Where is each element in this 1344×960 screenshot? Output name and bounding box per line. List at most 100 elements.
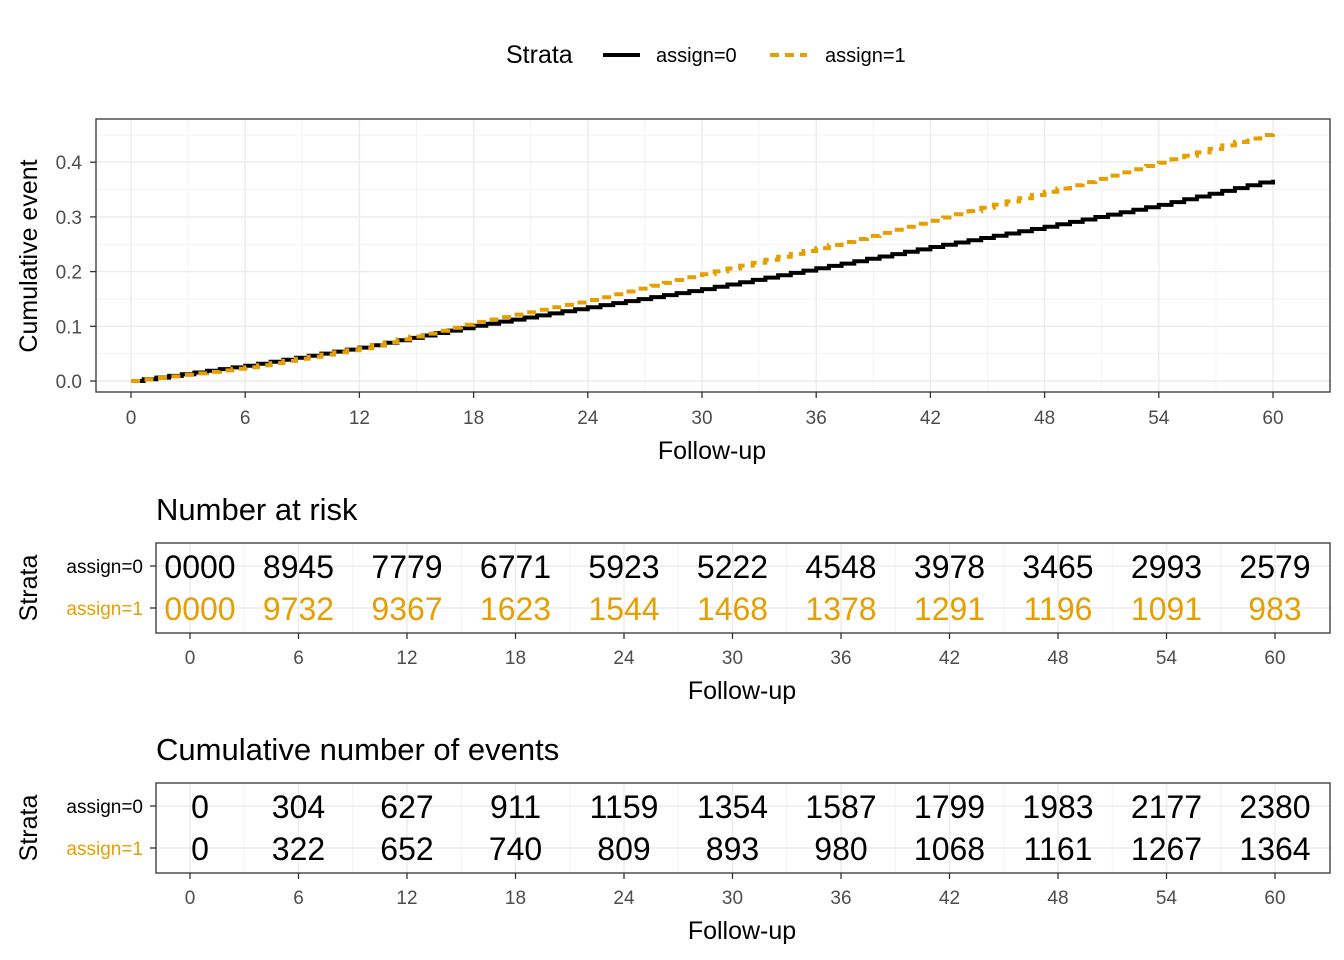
plot-panel-border	[95, 118, 1331, 393]
x-tick-label: 0	[185, 888, 196, 909]
x-tick-label: 18	[463, 408, 484, 429]
table-cell: 0000	[164, 549, 235, 585]
events-table-title: Cumulative number of events	[156, 732, 559, 767]
y-tick-label: 0.0	[56, 372, 82, 393]
risk-table-x-axis-title: Follow-up	[688, 677, 796, 705]
number-at-risk-table: Number at risk 0000 8945 7779 6771 5923 5222 4…	[15, 492, 1331, 705]
x-tick-label: 24	[613, 888, 635, 909]
cumulative-event-plot: 0.0 0.1 0.2 0.3 0.4 0 6 12 18 24 30 36 42 48 54 60 Fol…	[15, 118, 1331, 465]
table-cell: 5222	[697, 549, 768, 585]
x-tick-label: 48	[1034, 408, 1055, 429]
events-table-x-ticks: 0 6 12 18 24 30 36 42 48 54 60	[185, 873, 1286, 909]
table-cell: 3978	[914, 549, 985, 585]
risk-table-strata-labels: assign=0 assign=1	[66, 557, 156, 620]
table-cell: 1291	[914, 591, 985, 627]
risk-table-border	[155, 542, 1331, 634]
table-cell: 5923	[588, 549, 659, 585]
legend-label-assign0: assign=0	[656, 45, 737, 67]
x-tick-label: 42	[939, 888, 960, 909]
x-tick-label: 30	[722, 648, 743, 669]
table-cell: 740	[489, 831, 542, 867]
risk-table-x-ticks: 0 6 12 18 24 30 36 42 48 54 60	[185, 633, 1286, 669]
y-tick-label: 0.2	[56, 263, 82, 284]
table-cell: 2993	[1131, 549, 1202, 585]
legend-label-assign1: assign=1	[825, 45, 906, 67]
table-cell: 1799	[914, 789, 985, 825]
x-tick-label: 12	[349, 408, 370, 429]
x-axis-ticks: 0 6 12 18 24 30 36 42 48 54 60	[126, 392, 1284, 429]
table-cell: 911	[490, 789, 541, 825]
plot-series	[131, 131, 1275, 383]
risk-table-title: Number at risk	[156, 492, 358, 527]
x-tick-label: 0	[126, 408, 137, 429]
series-line-assign1	[131, 131, 1275, 383]
table-cell: 4548	[805, 549, 876, 585]
x-tick-label: 60	[1264, 648, 1285, 669]
table-cell: 2380	[1239, 789, 1310, 825]
x-axis-title: Follow-up	[658, 437, 766, 465]
events-table-gridlines	[156, 783, 1330, 873]
x-tick-label: 6	[293, 648, 304, 669]
table-cell: 6771	[480, 549, 551, 585]
risk-table-gridlines	[156, 543, 1330, 633]
cumulative-events-table: Cumulative number of events 0 304 627 911 11…	[15, 732, 1331, 945]
table-cell: 1587	[805, 789, 876, 825]
legend-title: Strata	[506, 41, 573, 69]
table-cell: 2177	[1131, 789, 1202, 825]
y-tick-label: 0.1	[56, 317, 82, 338]
table-cell: 983	[1248, 591, 1301, 627]
table-cell: 1378	[805, 591, 876, 627]
x-tick-label: 6	[240, 408, 251, 429]
strata-label: assign=0	[66, 557, 143, 578]
x-tick-label: 30	[722, 888, 743, 909]
table-cell: 1068	[914, 831, 985, 867]
table-cell: 304	[272, 789, 325, 825]
strata-label: assign=0	[66, 797, 143, 818]
table-cell: 809	[597, 831, 650, 867]
table-cell: 1364	[1239, 831, 1310, 867]
x-tick-label: 42	[920, 408, 941, 429]
x-tick-label: 18	[505, 888, 526, 909]
table-cell: 980	[814, 831, 867, 867]
x-tick-label: 60	[1264, 888, 1285, 909]
risk-table-y-axis-title: Strata	[15, 555, 43, 622]
y-axis-ticks: 0.0 0.1 0.2 0.3 0.4	[56, 153, 96, 393]
strata-label: assign=1	[66, 599, 143, 620]
x-tick-label: 18	[505, 648, 526, 669]
x-tick-label: 48	[1047, 888, 1068, 909]
events-table-cells: 0 304 627 911 1159 1354 1587 1799 1983 2177 2380 0 3…	[191, 789, 1310, 867]
table-cell: 7779	[371, 549, 442, 585]
table-cell: 1983	[1022, 789, 1093, 825]
table-cell: 3465	[1022, 549, 1093, 585]
table-cell: 627	[380, 789, 433, 825]
events-table-border	[155, 782, 1331, 874]
y-tick-label: 0.4	[56, 153, 83, 174]
x-tick-label: 36	[830, 648, 851, 669]
table-cell: 1468	[697, 591, 768, 627]
x-tick-label: 60	[1262, 408, 1283, 429]
table-cell: 893	[706, 831, 759, 867]
table-cell: 1161	[1024, 831, 1093, 867]
risk-table-cells: 0000 8945 7779 6771 5923 5222 4548 3978 3465 2993…	[164, 549, 1310, 627]
x-tick-label: 0	[185, 648, 196, 669]
x-tick-label: 54	[1156, 888, 1178, 909]
x-tick-label: 6	[293, 888, 304, 909]
x-tick-label: 12	[396, 648, 417, 669]
events-table-strata-labels: assign=0 assign=1	[66, 797, 156, 860]
table-cell: 8945	[263, 549, 334, 585]
table-cell: 9367	[371, 591, 442, 627]
table-cell: 0000	[164, 591, 235, 627]
table-cell: 1354	[697, 789, 768, 825]
table-cell: 0	[191, 831, 209, 867]
x-tick-label: 36	[806, 408, 827, 429]
x-tick-label: 36	[830, 888, 851, 909]
plot-gridlines	[96, 119, 1330, 392]
y-tick-label: 0.3	[56, 208, 82, 229]
legend: Strata assign=0 assign=1	[506, 41, 906, 69]
x-tick-label: 24	[613, 648, 635, 669]
x-tick-label: 42	[939, 648, 960, 669]
table-cell: 1267	[1131, 831, 1202, 867]
table-cell: 652	[380, 831, 433, 867]
events-table-y-axis-title: Strata	[15, 795, 43, 862]
